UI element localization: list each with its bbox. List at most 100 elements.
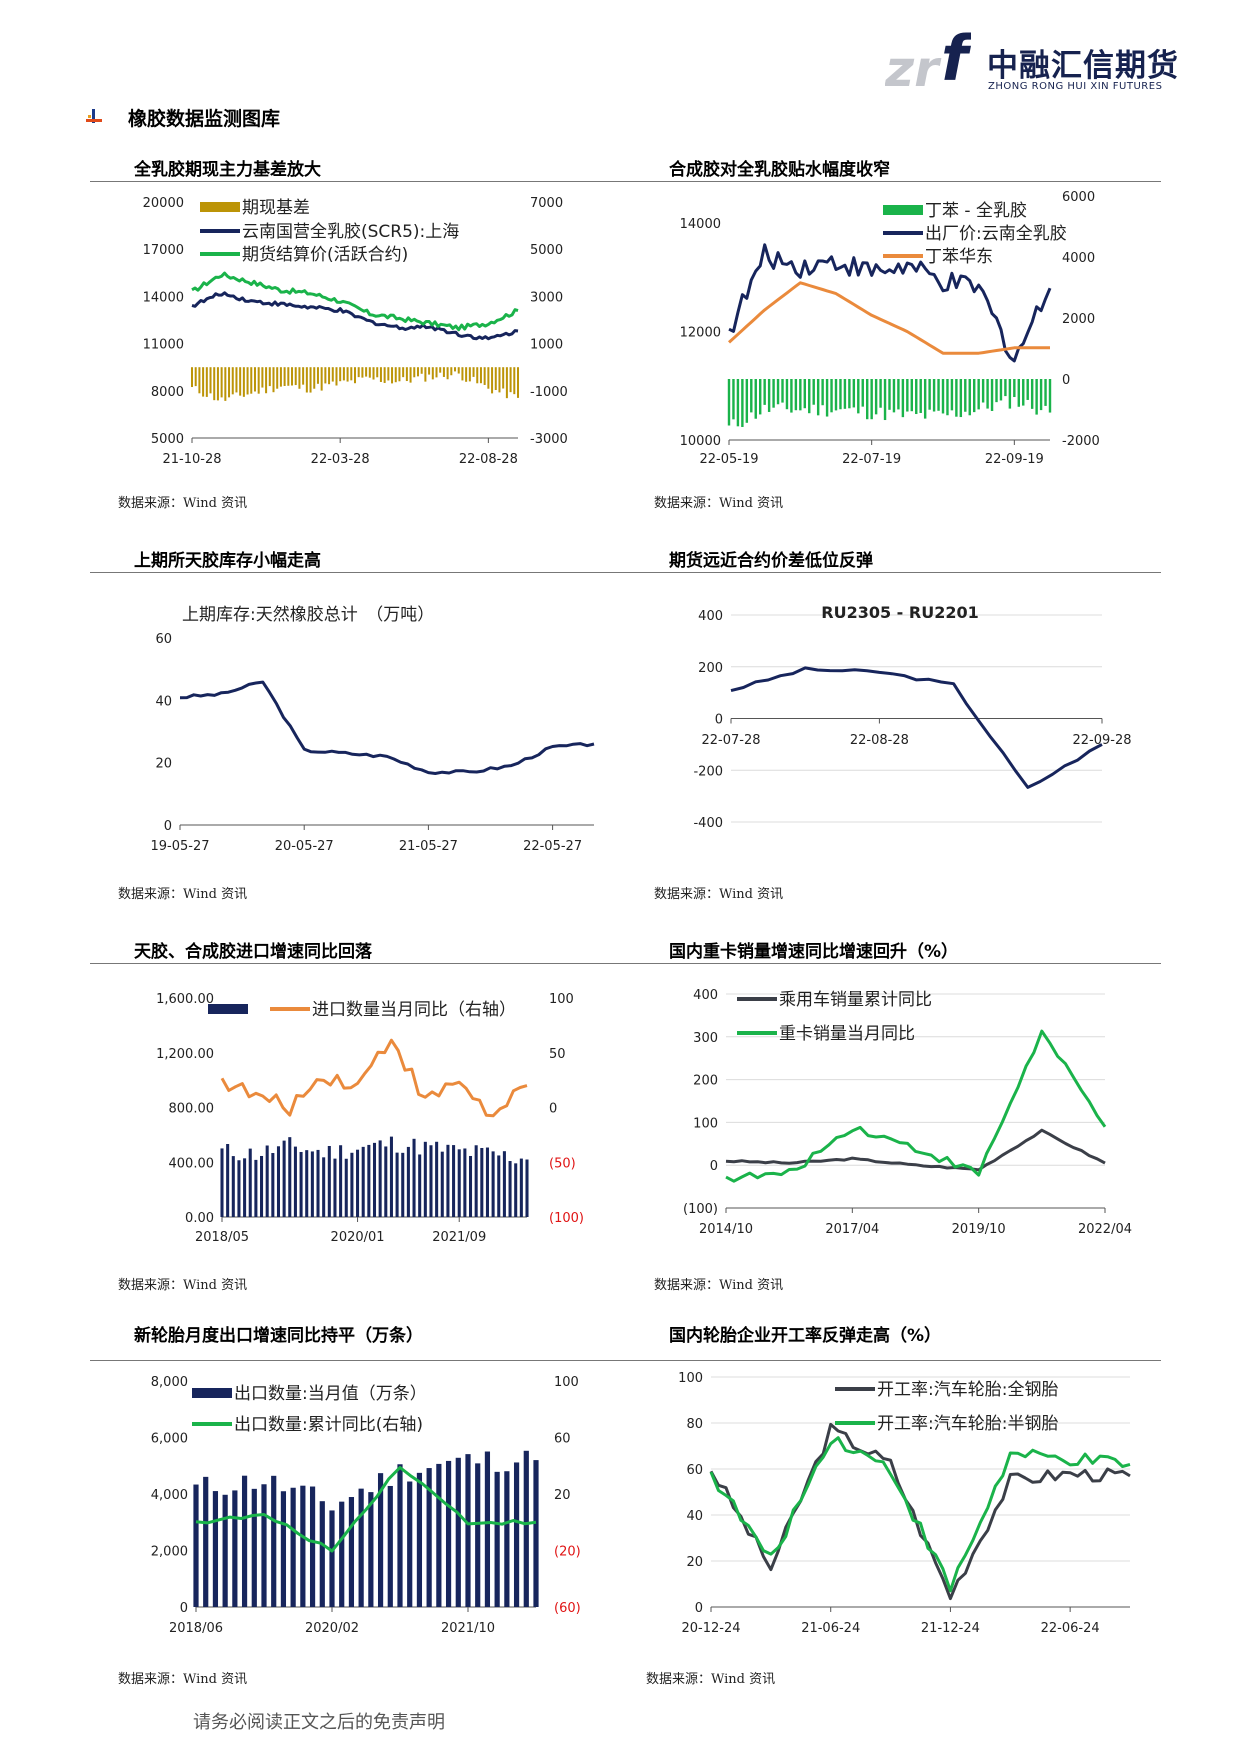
bar <box>209 367 212 394</box>
bar <box>348 1497 355 1607</box>
bar <box>261 367 264 388</box>
y-tick-label: 12000 <box>680 326 721 341</box>
y-tick-label: 400 <box>693 988 718 1003</box>
bar <box>523 1450 529 1607</box>
bar <box>397 1464 403 1607</box>
y2-tick-label: 100 <box>554 1375 579 1390</box>
bar <box>491 1151 495 1217</box>
bar <box>491 367 494 394</box>
y-tick-label: -200 <box>693 764 723 779</box>
bar <box>268 367 271 387</box>
bar <box>848 379 851 409</box>
bar <box>964 379 967 412</box>
bar <box>322 1157 326 1217</box>
chart-operating-rate: 100 80 60 40 20 0 20-12-24 21-06-24 21-12-24 22-0… <box>678 1371 1131 1636</box>
bar <box>387 1485 393 1607</box>
bar <box>280 1491 287 1607</box>
bar <box>265 1145 269 1217</box>
bar <box>442 367 445 377</box>
bar <box>357 367 360 378</box>
data-source: 数据来源：Wind 资讯 <box>118 496 248 511</box>
panel-title: 新轮胎月度出口增速同比持平（万条） <box>134 1326 423 1346</box>
bar <box>190 367 194 388</box>
series-line <box>728 243 1052 363</box>
divider <box>90 963 1161 964</box>
bar <box>231 1156 235 1217</box>
bar <box>763 379 766 405</box>
bar <box>923 379 927 419</box>
y-tick-label: 40 <box>686 1509 703 1524</box>
bar <box>843 379 847 409</box>
bar <box>999 379 1003 401</box>
bar <box>479 367 482 384</box>
data-source: 数据来源：Wind 资讯 <box>118 1278 248 1293</box>
bar <box>1048 379 1052 413</box>
bar <box>288 1137 292 1217</box>
bar <box>253 367 256 392</box>
bar <box>901 379 905 418</box>
bar <box>439 367 442 373</box>
chart-title: RU2305 - RU2201 <box>821 603 978 622</box>
bar <box>316 1149 320 1217</box>
y-tick-label: 60 <box>686 1463 703 1478</box>
bar <box>365 367 368 377</box>
bar <box>333 1158 337 1217</box>
bar <box>378 1140 382 1217</box>
bar <box>504 1471 510 1607</box>
bar <box>324 367 327 384</box>
bar <box>946 379 949 416</box>
bar <box>250 367 253 394</box>
bar <box>475 1463 481 1607</box>
bar <box>350 367 353 381</box>
bar <box>319 1501 325 1607</box>
bar <box>243 1158 247 1217</box>
bar <box>424 367 427 382</box>
y-tick-label: (100) <box>683 1202 718 1217</box>
bar <box>316 367 319 384</box>
bar <box>959 379 963 418</box>
y-tick-label: 0.00 <box>185 1211 214 1226</box>
legend-label: 期货结算价(活跃合约) <box>242 245 408 265</box>
bar <box>213 367 216 401</box>
bar <box>309 367 312 393</box>
bar <box>412 1138 416 1217</box>
bar <box>474 1145 478 1217</box>
bar <box>455 1457 461 1607</box>
bar <box>1013 379 1016 398</box>
y2-tick-label: -3000 <box>530 432 568 447</box>
bar <box>476 367 479 384</box>
bar <box>910 379 914 412</box>
bar <box>487 367 490 389</box>
bar <box>293 1146 297 1217</box>
y-tick-label: 400 <box>698 609 723 624</box>
bar <box>248 1148 252 1217</box>
bar <box>968 379 971 416</box>
bar <box>391 367 394 384</box>
bar <box>981 379 985 403</box>
bar <box>271 1153 275 1217</box>
bar <box>446 1144 450 1217</box>
bar <box>816 379 820 416</box>
bar <box>468 1155 473 1217</box>
bar <box>457 367 460 374</box>
bar <box>1044 379 1047 406</box>
bar <box>242 367 245 397</box>
bar <box>420 367 423 374</box>
bar <box>405 367 408 382</box>
bar <box>272 367 275 393</box>
bar <box>932 379 936 412</box>
bar <box>212 1491 219 1607</box>
bar <box>203 1476 209 1607</box>
section-bullet-icon <box>86 109 102 123</box>
bar <box>193 1484 199 1607</box>
bar <box>941 379 945 414</box>
y2-tick-label: 0 <box>549 1102 557 1117</box>
bar <box>305 367 308 393</box>
bar <box>387 367 390 381</box>
y-tick-label: 100 <box>678 1371 703 1386</box>
bar <box>955 379 958 417</box>
chart-inventory: 60 40 20 0 19-05-27 20-05-27 21-05-27 22-05-27 上… <box>150 605 595 854</box>
x-tick-label: 2020/01 <box>331 1230 385 1245</box>
x-tick-label: 19-05-27 <box>150 839 209 854</box>
bar <box>513 1462 520 1607</box>
